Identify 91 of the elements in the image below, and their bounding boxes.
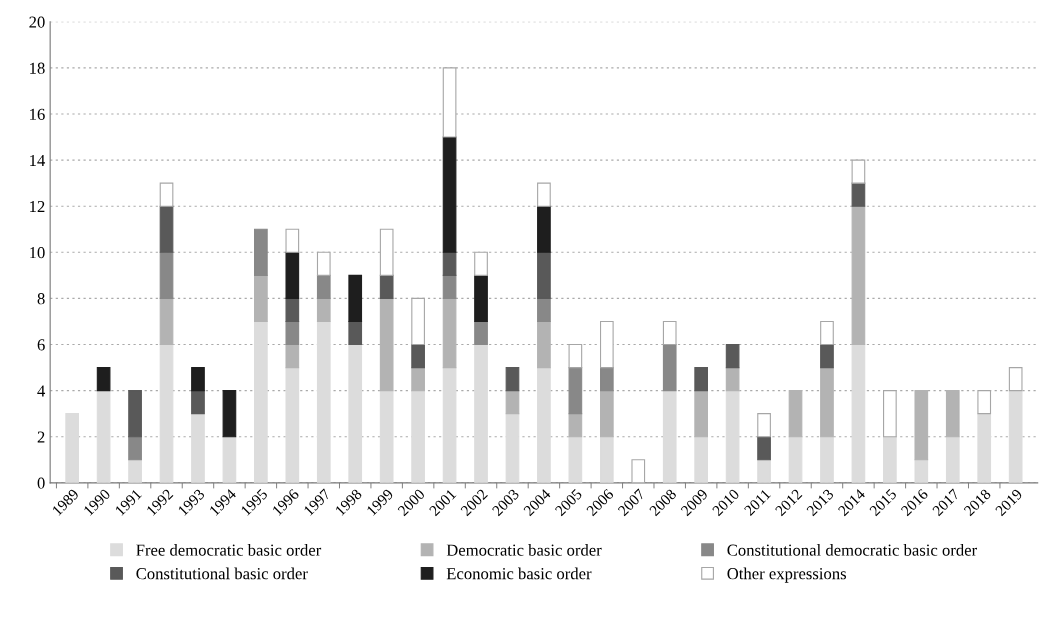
bar bbox=[159, 343, 174, 483]
bar bbox=[191, 390, 205, 415]
bar bbox=[757, 436, 771, 461]
bar bbox=[725, 343, 740, 369]
bar bbox=[820, 436, 834, 483]
bar bbox=[474, 274, 488, 323]
bar bbox=[222, 390, 237, 438]
bar bbox=[159, 205, 174, 253]
bar bbox=[285, 320, 300, 346]
bar bbox=[96, 367, 111, 392]
bar bbox=[599, 436, 614, 483]
bar bbox=[537, 367, 551, 483]
bar bbox=[191, 367, 205, 392]
bar bbox=[662, 343, 677, 392]
y-tick-label: 20 bbox=[29, 16, 45, 28]
bar bbox=[537, 251, 551, 299]
bar bbox=[820, 343, 834, 369]
y-tick-label: 4 bbox=[37, 385, 46, 397]
bar bbox=[945, 436, 960, 483]
bar bbox=[568, 436, 583, 483]
bar bbox=[568, 367, 583, 415]
bar bbox=[851, 182, 866, 207]
bar bbox=[411, 343, 425, 369]
bar bbox=[725, 390, 740, 483]
bar bbox=[254, 228, 268, 276]
y-tick-label: 2 bbox=[37, 431, 45, 443]
bar bbox=[379, 390, 394, 483]
bar bbox=[977, 413, 992, 483]
bar bbox=[128, 436, 142, 461]
legend-label: Constitutional basic order bbox=[136, 567, 308, 580]
bar bbox=[631, 459, 646, 483]
bar bbox=[285, 367, 300, 483]
legend-label: Economic basic order bbox=[446, 567, 592, 580]
legend-label: Democratic basic order bbox=[446, 544, 602, 556]
y-tick-label: 18 bbox=[30, 62, 45, 74]
y-tick-label: 0 bbox=[37, 477, 45, 489]
bar bbox=[128, 390, 142, 438]
bar bbox=[96, 390, 111, 483]
bar bbox=[285, 297, 300, 323]
bar bbox=[945, 390, 960, 438]
bar bbox=[348, 343, 363, 483]
bar bbox=[348, 320, 363, 346]
bar bbox=[474, 343, 488, 483]
legend-label: Free democratic basic order bbox=[136, 544, 322, 556]
bar bbox=[254, 274, 268, 323]
bar bbox=[316, 274, 331, 299]
bar bbox=[474, 320, 488, 346]
y-tick-label: 6 bbox=[37, 339, 45, 351]
y-tick-label: 10 bbox=[30, 247, 45, 259]
bar bbox=[883, 436, 897, 483]
bar bbox=[442, 367, 457, 483]
bar bbox=[222, 436, 237, 483]
bar bbox=[757, 459, 771, 483]
y-tick-label: 16 bbox=[30, 108, 45, 120]
bar bbox=[442, 136, 457, 253]
bar bbox=[379, 274, 394, 299]
bar bbox=[537, 205, 551, 253]
bar bbox=[505, 413, 520, 483]
bar bbox=[505, 390, 520, 415]
legend-label: Constitutional democratic basic order bbox=[727, 544, 977, 556]
bar bbox=[285, 251, 300, 299]
y-tick-label: 12 bbox=[30, 200, 45, 212]
bar bbox=[694, 367, 709, 392]
bar bbox=[599, 367, 614, 392]
bar bbox=[662, 390, 677, 483]
bar bbox=[914, 459, 929, 483]
bar bbox=[725, 367, 740, 392]
bar bbox=[411, 390, 425, 483]
bar bbox=[474, 251, 488, 276]
bar bbox=[254, 320, 268, 483]
bar bbox=[442, 251, 457, 276]
bar bbox=[285, 343, 300, 369]
bar bbox=[914, 390, 929, 461]
bar bbox=[316, 320, 331, 483]
bar bbox=[788, 436, 803, 483]
bar bbox=[1008, 390, 1023, 483]
bar bbox=[159, 251, 174, 299]
bar bbox=[128, 459, 142, 483]
legend-label: Other expressions bbox=[727, 567, 847, 583]
bar bbox=[65, 413, 80, 483]
bar bbox=[694, 436, 709, 483]
bar bbox=[694, 390, 709, 438]
bar bbox=[191, 413, 205, 483]
bar bbox=[505, 367, 520, 392]
bar bbox=[537, 297, 551, 323]
bar bbox=[442, 274, 457, 299]
y-tick-label: 8 bbox=[37, 293, 45, 305]
bar bbox=[348, 274, 363, 323]
bar bbox=[316, 297, 331, 323]
bar bbox=[851, 343, 866, 483]
y-tick-label: 14 bbox=[30, 154, 46, 166]
